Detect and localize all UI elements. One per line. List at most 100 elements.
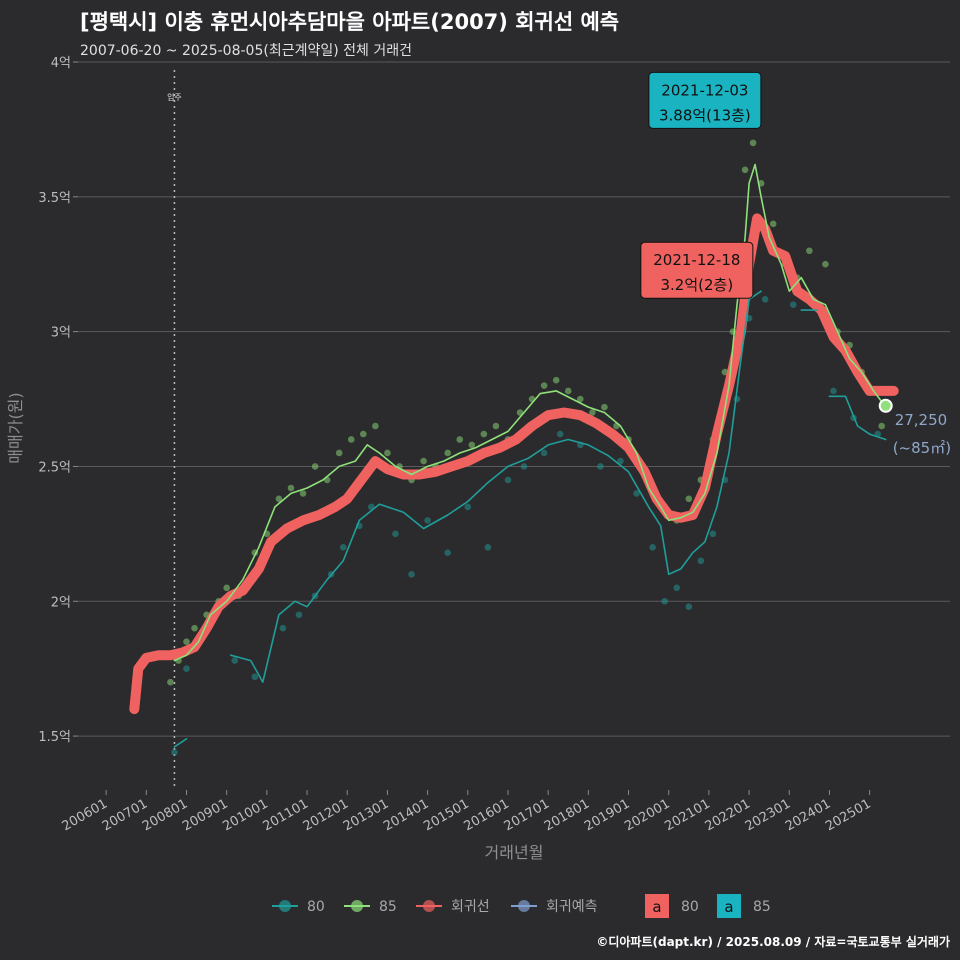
y-tick-label: 3억 bbox=[51, 326, 71, 341]
x-tick-label: 202301 bbox=[743, 796, 793, 834]
scatter-point-80 bbox=[733, 395, 741, 403]
scatter-point-85 bbox=[878, 422, 885, 430]
scatter-point-85 bbox=[480, 430, 488, 438]
scatter-point-85 bbox=[347, 436, 355, 443]
scatter-point-80 bbox=[649, 544, 656, 551]
x-tick-label: 202501 bbox=[823, 796, 873, 834]
legend-label: 85 bbox=[379, 899, 397, 915]
legend: 80 85 회귀선 회귀예측 a 80 a 85 bbox=[272, 894, 771, 918]
scatter-point-80 bbox=[464, 503, 472, 511]
scatter-point-80 bbox=[424, 517, 431, 524]
scatter-point-80 bbox=[504, 476, 512, 484]
y-tick-label: 4억 bbox=[51, 56, 71, 71]
scatter-point-85 bbox=[769, 220, 777, 228]
scatter-point-85 bbox=[806, 247, 813, 255]
annotation-date: 2021-12-03 bbox=[661, 81, 748, 99]
scatter-point-85 bbox=[822, 260, 829, 268]
scatter-point-80 bbox=[617, 457, 624, 465]
x-tick-label: 201801 bbox=[542, 796, 592, 834]
x-tick-label: 200801 bbox=[140, 796, 190, 834]
scatter-point-85 bbox=[275, 495, 283, 503]
y-tick-label: 2.5억 bbox=[38, 460, 71, 475]
chart-subtitle: 2007-06-20 ~ 2025-08-05(최근계약일) 전체 거래건 bbox=[80, 43, 412, 59]
legend-dot bbox=[518, 900, 530, 912]
scatter-point-85 bbox=[420, 457, 427, 465]
scatter-point-80 bbox=[484, 544, 492, 551]
scatter-point-80 bbox=[685, 603, 693, 610]
x-tick-label: 201101 bbox=[261, 796, 311, 834]
legend-item-4: 회귀예측 bbox=[511, 899, 598, 915]
x-tick-label: 201701 bbox=[502, 796, 552, 834]
scatter-point-85 bbox=[335, 449, 343, 457]
scatter-point-85 bbox=[444, 449, 451, 457]
y-axis-ticks: 1.5억 2억 2.5억 3억 3.5억 4억 bbox=[38, 56, 71, 745]
scatter-point-80 bbox=[830, 387, 837, 395]
scatter-point-85 bbox=[456, 436, 464, 443]
scatter-point-85 bbox=[741, 166, 749, 174]
scatter-point-80 bbox=[540, 449, 548, 457]
legend-box-item-2: a 85 bbox=[717, 894, 771, 918]
legend-dot bbox=[351, 900, 363, 912]
scatter-point-80 bbox=[673, 584, 681, 592]
scatter-points bbox=[167, 91, 885, 756]
end-point-marker bbox=[878, 398, 893, 413]
legend-label: 회귀선 bbox=[451, 899, 490, 915]
scatter-point-85 bbox=[360, 430, 367, 438]
end-value-label: 27,250 bbox=[895, 411, 948, 429]
legend-item-2: 85 bbox=[344, 899, 397, 915]
y-tick-label: 2억 bbox=[51, 595, 71, 610]
move-in-marker: 입주 bbox=[167, 70, 182, 790]
scatter-point-80 bbox=[709, 530, 717, 538]
scatter-point-85 bbox=[299, 490, 307, 497]
legend-box-label: 80 bbox=[681, 899, 699, 915]
scatter-point-80 bbox=[279, 624, 287, 632]
scatter-point-85 bbox=[223, 584, 230, 592]
scatter-point-80 bbox=[761, 295, 769, 303]
annotation-rect bbox=[640, 241, 754, 299]
scatter-point-85 bbox=[384, 449, 391, 457]
x-tick-label: 202201 bbox=[703, 796, 753, 834]
legend-label: 80 bbox=[307, 899, 325, 915]
y-axis-title: 매매가(원) bbox=[6, 392, 25, 463]
scatter-point-85 bbox=[685, 495, 693, 503]
scatter-point-85 bbox=[552, 376, 560, 384]
annotation-price: 3.2억(2층) bbox=[660, 276, 733, 294]
x-tick-label: 201301 bbox=[341, 796, 391, 834]
scatter-point-80 bbox=[444, 549, 451, 557]
scatter-point-85 bbox=[191, 624, 198, 632]
scatter-point-80 bbox=[661, 597, 668, 605]
scatter-point-80 bbox=[183, 665, 190, 672]
series-line-85 bbox=[173, 163, 887, 662]
scatter-point-85 bbox=[749, 139, 757, 147]
annotation-box-2: 2021-12-18 3.2억(2층) bbox=[640, 241, 754, 299]
y-tick-label: 3.5억 bbox=[38, 191, 71, 206]
legend-box bbox=[717, 894, 741, 918]
legend-box-glyph: a bbox=[652, 898, 661, 916]
scatter-point-85 bbox=[311, 463, 319, 470]
scatter-point-80 bbox=[251, 673, 259, 681]
scatter-point-85 bbox=[167, 678, 174, 686]
x-tick-label: 201901 bbox=[582, 796, 632, 834]
legend-box-label: 85 bbox=[753, 899, 771, 915]
x-tick-label: 201401 bbox=[381, 796, 431, 834]
legend-dot bbox=[279, 900, 291, 912]
legend-box-glyph: a bbox=[724, 898, 733, 916]
scatter-point-80 bbox=[392, 530, 399, 538]
annotations: 27,250(~85㎡)2021-12-033.88억(13층)2021-12-… bbox=[640, 71, 951, 457]
x-tick-label: 201601 bbox=[461, 796, 511, 834]
legend-dot bbox=[423, 900, 435, 912]
scatter-point-85 bbox=[589, 409, 596, 416]
scatter-point-85 bbox=[287, 484, 295, 492]
legend-item-3: 회귀선 bbox=[416, 899, 490, 915]
x-axis-title: 거래년월 bbox=[485, 843, 544, 862]
scatter-point-80 bbox=[633, 490, 640, 497]
annotation-box-1: 2021-12-03 3.88억(13층) bbox=[648, 71, 762, 129]
scatter-point-85 bbox=[492, 422, 500, 430]
scatter-point-85 bbox=[564, 387, 572, 395]
scatter-point-85 bbox=[183, 638, 190, 646]
annotation-date: 2021-12-18 bbox=[653, 251, 740, 269]
legend-item-1: 80 bbox=[272, 899, 325, 915]
chart-title: [평택시] 이충 휴먼시아추담마을 아파트(2007) 회귀선 예측 bbox=[80, 10, 620, 34]
x-tick-label: 202001 bbox=[622, 796, 672, 834]
